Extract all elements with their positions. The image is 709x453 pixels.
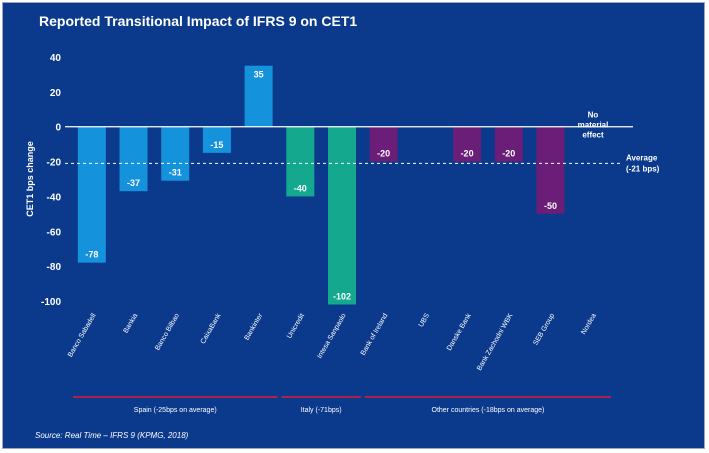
data-label: -15	[210, 140, 223, 150]
x-tick-label: Banco Bilbao	[154, 312, 181, 351]
source-note: Source: Real Time – IFRS 9 (KPMG, 2018)	[35, 431, 189, 440]
data-label: -40	[294, 183, 307, 193]
bar	[161, 126, 190, 181]
no-effect-annotation: effect	[582, 131, 604, 140]
x-tick-label: UBS	[418, 312, 431, 328]
bar	[369, 126, 398, 162]
data-label: -20	[461, 149, 474, 159]
y-tick-label: -80	[47, 262, 62, 273]
data-label: -50	[544, 201, 557, 211]
bar	[453, 126, 482, 162]
group-label: Other countries (-18bps on average)	[432, 407, 545, 414]
x-tick-label: Bank Zachodni WBK	[476, 312, 515, 372]
data-label: -20	[502, 149, 515, 159]
x-tick-label: CaixaBank	[200, 312, 223, 345]
data-label: -20	[377, 149, 390, 159]
y-axis-label: CET1 bps change	[25, 141, 35, 217]
group-label: Italy (-71bps)	[301, 407, 342, 414]
bar	[77, 126, 106, 263]
x-tick-label: Nordea	[580, 312, 598, 335]
no-effect-annotation: No	[588, 111, 599, 120]
bar	[328, 126, 356, 305]
bar	[119, 126, 148, 192]
bar	[244, 65, 273, 127]
x-tick-label: Danske Bank	[446, 312, 473, 352]
x-tick-label: SEB Group	[532, 312, 556, 346]
data-label: 35	[254, 70, 264, 80]
bar	[536, 126, 565, 214]
x-tick-label: Bankia	[123, 312, 140, 334]
group-label: Spain (-25bps on average)	[134, 407, 217, 414]
x-tick-label: Unicredit	[286, 312, 306, 339]
x-tick-label: Bank of Ireland	[360, 312, 390, 356]
y-tick-label: 20	[50, 88, 62, 99]
data-label: -31	[169, 168, 182, 178]
data-label: -78	[85, 250, 98, 260]
chart-frame: Reported Transitional Impact of IFRS 9 o…	[2, 2, 705, 449]
x-tick-label: Banco Sabadell	[67, 312, 98, 358]
y-tick-label: -60	[47, 227, 62, 238]
no-effect-annotation: material	[578, 121, 609, 130]
data-label: -102	[333, 291, 351, 301]
y-tick-label: -20	[47, 158, 62, 169]
x-tick-label: Intesa Sanpaolo	[316, 312, 347, 359]
y-tick-label: -100	[41, 297, 61, 308]
average-label: Average	[626, 153, 658, 162]
y-tick-label: 40	[50, 53, 62, 64]
bar-chart: 40 20 0 -20 -40 -60 -80 -100 CET1 bps change -78 -…	[25, 53, 660, 414]
y-tick-label: -40	[47, 192, 62, 203]
chart-title: Reported Transitional Impact of IFRS 9 o…	[39, 13, 358, 29]
average-label: (-21 bps)	[626, 164, 660, 173]
bar	[202, 126, 231, 153]
bar	[286, 126, 315, 197]
data-label: -37	[127, 178, 140, 188]
bar	[494, 126, 523, 162]
y-tick-label: 0	[55, 123, 61, 134]
x-tick-label: Bankinter	[243, 312, 264, 342]
